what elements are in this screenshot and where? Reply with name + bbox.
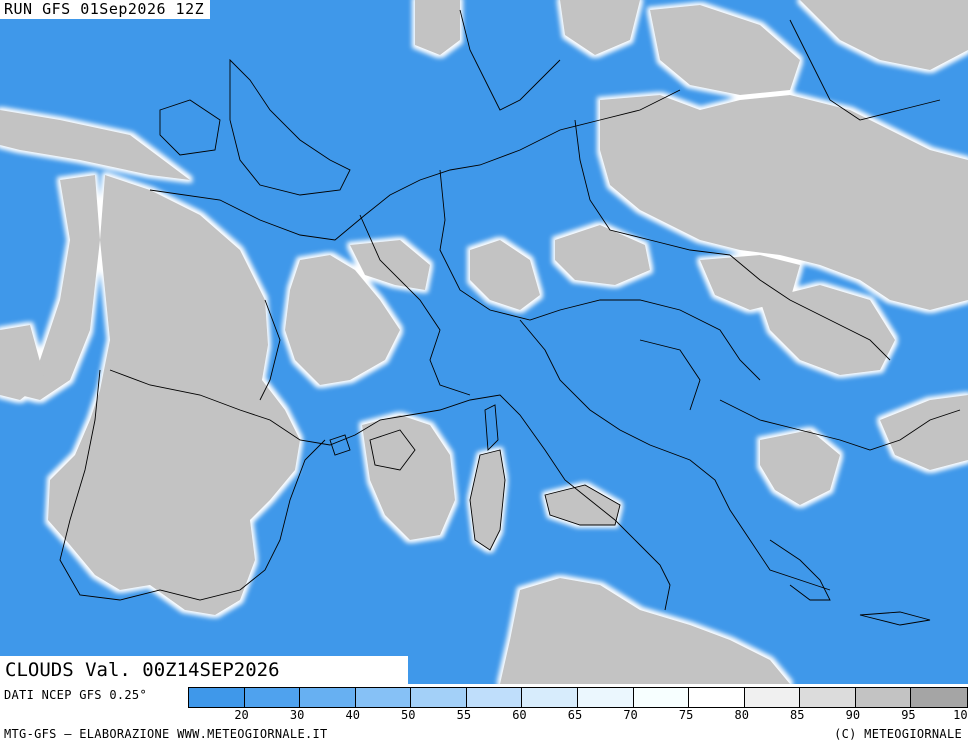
legend-tick-20: 20 [234, 708, 249, 722]
legend-swatch-20 [189, 688, 245, 707]
legend-tick-60: 60 [512, 708, 527, 722]
legend-swatch-70 [577, 688, 634, 707]
legend-tick-95: 95 [901, 708, 916, 722]
cloud-baltic [650, 5, 800, 95]
cloud-sicily [545, 485, 620, 525]
legend-tick-80: 80 [734, 708, 749, 722]
legend-tick-85: 85 [790, 708, 805, 722]
cloud-atlantic-2 [20, 175, 100, 400]
cloud-balearic [362, 415, 455, 540]
coastlines-and-borders [59, 9, 961, 626]
legend-tick-55: 55 [456, 708, 472, 722]
cloud-romania [700, 255, 800, 310]
legend-footer: DATI NCEP GFS 0.25° 20 30 40 50 55 60 65 70 75 80… [0, 684, 968, 745]
legend-swatch-75 [633, 688, 690, 707]
legend-swatch-50 [355, 688, 412, 707]
color-scale-ticks: 20 30 40 50 55 60 65 70 75 80 85 90 95 100 [188, 708, 968, 722]
legend-tick-100: 100 [953, 708, 968, 722]
legend-swatch-95 [855, 688, 912, 707]
cloud-germany [470, 240, 540, 310]
cloud-east-europe [600, 95, 968, 310]
data-source-label: DATI NCEP GFS 0.25° [4, 688, 147, 702]
cloud-iberia [48, 175, 300, 615]
cloud-france-1 [285, 255, 400, 385]
legend-tick-75: 75 [678, 708, 694, 722]
legend-tick-30: 30 [289, 708, 305, 722]
legend-swatch-100 [911, 688, 967, 707]
legend-swatch-90 [800, 688, 856, 707]
legend-swatch-55 [411, 688, 467, 707]
cloud-scandinavia [415, 0, 460, 55]
legend-swatch-30 [244, 688, 301, 707]
cloud-sardinia [470, 450, 505, 550]
legend-tick-90: 90 [845, 708, 861, 722]
cloud-norway-sea [560, 0, 640, 55]
credit-right: (C) METEOGIORNALE [834, 727, 962, 741]
validity-label: CLOUDS Val. 00Z14SEP2026 [0, 656, 408, 684]
cloud-atlantic-3 [0, 325, 45, 400]
cloud-north-africa [500, 578, 790, 684]
cloud-finland [800, 0, 968, 70]
color-scale [188, 687, 968, 708]
legend-swatch-60 [466, 688, 523, 707]
legend-swatch-85 [744, 688, 801, 707]
legend-tick-65: 65 [567, 708, 583, 722]
legend-swatch-80 [689, 688, 745, 707]
legend-tick-70: 70 [623, 708, 638, 722]
cloud-masses [0, 0, 968, 684]
legend-tick-40: 40 [345, 708, 360, 722]
cloud-france-2 [350, 240, 430, 290]
legend-swatch-65 [522, 688, 578, 707]
credit-left: MTG-GFS – ELABORAZIONE WWW.METEOGIORNALE… [4, 727, 328, 741]
cloud-greece [760, 430, 840, 505]
cloud-balkans [760, 285, 895, 375]
cloud-cover-layer [0, 0, 968, 684]
legend-tick-50: 50 [401, 708, 416, 722]
legend-swatch-40 [300, 688, 356, 707]
cloud-alps [555, 225, 650, 285]
cloud-black-sea [880, 395, 968, 470]
run-label: RUN GFS 01Sep2026 12Z [0, 0, 211, 19]
cloud-atlantic-1 [0, 110, 190, 180]
weather-map: RUN GFS 01Sep2026 12Z CLOUDS Val. 00Z14S… [0, 0, 968, 684]
